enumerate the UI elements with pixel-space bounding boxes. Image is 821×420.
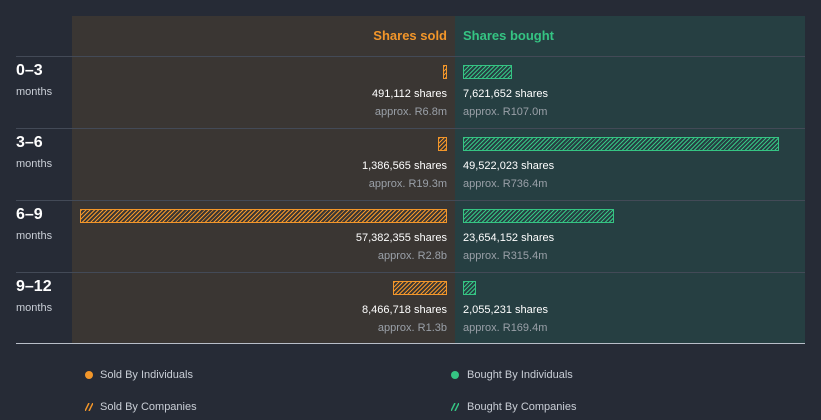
period-label: 0–3: [16, 62, 43, 79]
bought-bar: [463, 137, 779, 151]
shares-bought-panel: [455, 16, 805, 344]
legend-bought-companies: Bought By Companies: [467, 401, 577, 413]
sold-companies-hatch-icon: [85, 403, 93, 411]
shares-bought-header: Shares bought: [463, 28, 555, 43]
bought-individuals-dot-icon: [451, 371, 459, 379]
row-separator: [16, 128, 805, 129]
row-separator: [16, 200, 805, 201]
sold-bar: [438, 137, 447, 151]
sold-shares-value: 57,382,355 shares: [355, 232, 447, 244]
sold-shares-value: 1,386,565 shares: [361, 160, 447, 172]
period-unit: months: [16, 230, 53, 242]
period-unit: months: [16, 302, 53, 314]
bought-bar: [463, 209, 614, 223]
period-unit: months: [16, 86, 53, 98]
sold-individuals-dot-icon: [85, 371, 93, 379]
chart-baseline: [16, 343, 805, 344]
bought-shares-value: 23,654,152 shares: [463, 232, 555, 244]
sold-approx-value: approx. R6.8m: [374, 106, 447, 118]
shares-sold-panel: [72, 16, 455, 344]
bought-shares-value: 7,621,652 shares: [463, 88, 549, 100]
sold-approx-value: approx. R19.3m: [368, 178, 447, 190]
period-unit: months: [16, 158, 53, 170]
bought-approx-value: approx. R736.4m: [463, 178, 548, 190]
bought-approx-value: approx. R315.4m: [463, 250, 548, 262]
period-label: 9–12: [16, 278, 52, 295]
bought-bar: [463, 281, 476, 295]
sold-approx-value: approx. R2.8b: [377, 250, 447, 262]
bought-companies-hatch-icon: [451, 403, 459, 411]
period-label: 6–9: [16, 206, 43, 223]
sold-shares-value: 491,112 shares: [371, 88, 447, 100]
row-separator: [16, 56, 805, 57]
legend-bought-individuals: Bought By Individuals: [467, 369, 573, 381]
sold-bar: [393, 281, 447, 295]
legend-sold-companies: Sold By Companies: [100, 401, 197, 413]
bought-approx-value: approx. R169.4m: [463, 322, 548, 334]
legend-sold-individuals: Sold By Individuals: [100, 369, 193, 381]
sold-shares-value: 8,466,718 shares: [361, 304, 447, 316]
shares-sold-header: Shares sold: [373, 28, 447, 43]
bought-approx-value: approx. R107.0m: [463, 106, 548, 118]
bought-shares-value: 49,522,023 shares: [463, 160, 555, 172]
sold-bar: [443, 65, 447, 79]
sold-bar: [80, 209, 447, 223]
bought-bar: [463, 65, 512, 79]
row-separator: [16, 272, 805, 273]
period-label: 3–6: [16, 134, 43, 151]
sold-approx-value: approx. R1.3b: [377, 322, 447, 334]
bought-shares-value: 2,055,231 shares: [463, 304, 549, 316]
